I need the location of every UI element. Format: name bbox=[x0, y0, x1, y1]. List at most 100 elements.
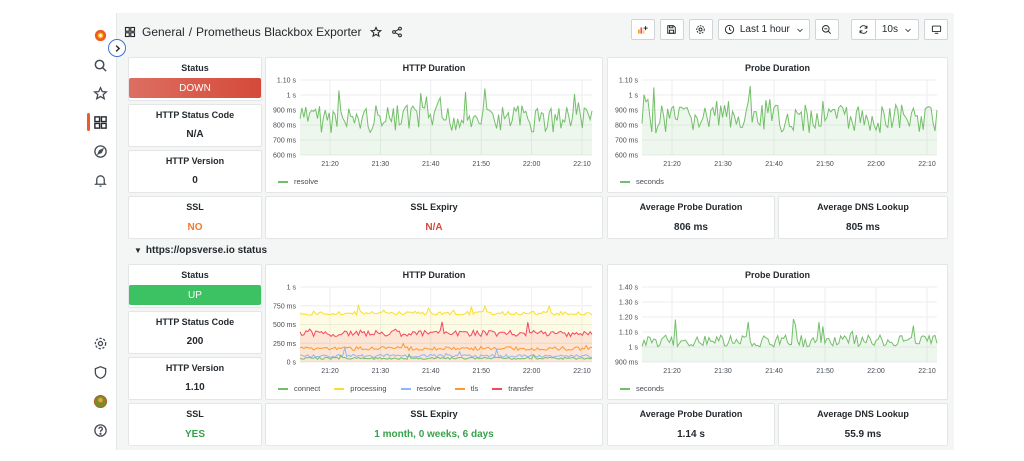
legend-swatch bbox=[334, 387, 345, 390]
dashboard-title[interactable]: Prometheus Blackbox Exporter bbox=[196, 25, 362, 39]
ssl-expiry-panel[interactable]: SSL Expiry 1 month, 0 weeks, 6 days bbox=[265, 403, 603, 446]
ssl-panel[interactable]: SSL YES bbox=[128, 403, 262, 446]
breadcrumb-separator: / bbox=[188, 25, 193, 39]
avg-probe-duration-panel[interactable]: Average Probe Duration 1.14 s bbox=[607, 403, 775, 446]
panel-title: Average Probe Duration bbox=[639, 409, 743, 419]
y-tick-label: 700 ms bbox=[615, 138, 638, 145]
legend-item-processing[interactable]: processing bbox=[334, 384, 387, 393]
panel-title: SSL Expiry bbox=[410, 409, 458, 419]
dashboard-settings-button[interactable] bbox=[688, 19, 713, 40]
series-line-processing bbox=[299, 304, 593, 317]
shield-icon[interactable] bbox=[90, 362, 111, 383]
mark-favorite-star-icon[interactable] bbox=[370, 26, 383, 38]
dashboard-header: General / Prometheus Blackbox Exporter L… bbox=[124, 19, 948, 45]
x-tick-label: 21:40 bbox=[422, 161, 440, 168]
dashboard-grid-icon bbox=[124, 26, 136, 38]
http-duration-chart: 1.10 s 1 s 900 ms 800 ms 700 ms 600 ms 21:20 21… bbox=[273, 78, 593, 168]
refresh-now[interactable] bbox=[852, 20, 876, 39]
refresh-button[interactable]: 10s bbox=[850, 19, 919, 40]
avg-probe-duration-panel[interactable]: Average Probe Duration 806 ms bbox=[607, 196, 775, 239]
legend-item-seconds[interactable]: seconds bbox=[620, 384, 664, 393]
stat-value: 806 ms bbox=[674, 222, 708, 233]
x-tick-label: 21:50 bbox=[816, 368, 834, 375]
legend-label: transfer bbox=[508, 384, 534, 393]
http-version-panel[interactable]: HTTP Version 0 bbox=[128, 150, 262, 193]
http-duration-chart: 1 s 750 ms 500 ms 250 ms 0 s 21:20 21:30 21:40 2… bbox=[273, 285, 593, 375]
row-collapse-toggle[interactable]: ▼ https://opsverse.io status bbox=[134, 245, 267, 256]
legend-label: connect bbox=[294, 384, 321, 393]
panel-title: Average DNS Lookup bbox=[817, 202, 909, 212]
legend-item-resolve[interactable]: resolve bbox=[278, 177, 318, 186]
y-tick-label: 750 ms bbox=[273, 303, 296, 310]
stat-value: 805 ms bbox=[846, 222, 880, 233]
probe-duration-chart: 1.40 s 1.30 s 1.20 s 1.10 s 1 s 900 ms 21:20 21… bbox=[615, 285, 938, 375]
y-tick-label: 1.10 s bbox=[619, 330, 639, 337]
legend-item-connect[interactable]: connect bbox=[278, 384, 320, 393]
stat-value: 200 bbox=[186, 336, 204, 347]
ssl-panel[interactable]: SSL NO bbox=[128, 196, 262, 239]
sidebar bbox=[84, 13, 117, 450]
legend-item-transfer[interactable]: transfer bbox=[492, 384, 534, 393]
y-tick-label: 0 s bbox=[287, 360, 297, 367]
avg-dns-lookup-panel[interactable]: Average DNS Lookup 55.9 ms bbox=[778, 403, 948, 446]
x-tick-label: 22:00 bbox=[523, 161, 541, 168]
breadcrumb-folder[interactable]: General bbox=[142, 25, 185, 39]
status-panel[interactable]: Status UP bbox=[128, 264, 262, 308]
tv-mode-button[interactable] bbox=[924, 19, 948, 40]
star-icon[interactable] bbox=[90, 83, 111, 104]
probe-duration-panel[interactable]: Probe Duration 1.10 s 1 s 900 ms 800 ms 700 … bbox=[607, 57, 948, 193]
help-icon[interactable] bbox=[90, 420, 111, 441]
series-line-transfer bbox=[299, 321, 593, 338]
http-version-panel[interactable]: HTTP Version 1.10 bbox=[128, 357, 262, 400]
status-panel[interactable]: Status DOWN bbox=[128, 57, 262, 101]
series-area bbox=[300, 321, 592, 362]
chart-legend: connect processing resolve tls transfer bbox=[278, 384, 534, 393]
stat-value: N/A bbox=[425, 222, 443, 233]
search-icon[interactable] bbox=[90, 55, 111, 76]
user-avatar-icon[interactable] bbox=[90, 391, 111, 412]
x-tick-label: 21:40 bbox=[765, 368, 783, 375]
series-line-resolve bbox=[299, 347, 593, 359]
http-status-code-panel[interactable]: HTTP Status Code 200 bbox=[128, 311, 262, 354]
legend-swatch bbox=[620, 387, 630, 390]
save-dashboard-button[interactable] bbox=[659, 19, 684, 40]
probe-duration-chart: 1.10 s 1 s 900 ms 800 ms 700 ms 600 ms 21:20 21… bbox=[615, 78, 938, 168]
ssl-expiry-panel[interactable]: SSL Expiry N/A bbox=[265, 196, 603, 239]
y-tick-label: 250 ms bbox=[273, 341, 296, 348]
legend-label: processing bbox=[350, 384, 387, 393]
time-range-picker[interactable]: Last 1 hour bbox=[717, 19, 810, 40]
panel-title: HTTP Status Code bbox=[155, 110, 235, 120]
legend-item-resolve[interactable]: resolve bbox=[400, 384, 441, 393]
legend-item-tls[interactable]: tls bbox=[454, 384, 479, 393]
explore-compass-icon[interactable] bbox=[90, 141, 111, 162]
panel-title: HTTP Duration bbox=[402, 63, 466, 73]
add-panel-button[interactable] bbox=[630, 19, 655, 40]
refresh-interval-picker[interactable]: 10s bbox=[876, 24, 918, 35]
zoom-out-button[interactable] bbox=[814, 19, 839, 40]
monitor-icon bbox=[931, 25, 941, 34]
legend-label: tls bbox=[470, 384, 479, 393]
y-tick-label: 900 ms bbox=[615, 360, 638, 367]
chart-legend: resolve bbox=[278, 177, 318, 186]
panel-title: Status bbox=[181, 63, 209, 73]
http-duration-panel[interactable]: HTTP Duration 1 s 750 ms 500 ms 250 ms 0 s 21… bbox=[265, 264, 603, 400]
expand-sidebar-button[interactable] bbox=[108, 39, 126, 57]
gear-icon bbox=[696, 25, 706, 34]
share-icon[interactable] bbox=[391, 26, 403, 38]
dashboard-frame: General / Prometheus Blackbox Exporter L… bbox=[84, 13, 954, 450]
chevron-down-icon: ▼ bbox=[134, 246, 142, 255]
y-tick-label: 1.10 s bbox=[619, 78, 639, 85]
x-tick-label: 21:40 bbox=[422, 368, 440, 375]
y-tick-label: 1 s bbox=[629, 345, 639, 352]
series-area bbox=[300, 88, 592, 155]
alerting-bell-icon[interactable] bbox=[90, 170, 111, 191]
x-tick-label: 21:20 bbox=[321, 161, 339, 168]
http-status-code-panel[interactable]: HTTP Status Code N/A bbox=[128, 104, 262, 147]
dashboards-icon[interactable] bbox=[90, 112, 111, 133]
http-duration-panel[interactable]: HTTP Duration 1.10 s 1 s 900 ms 800 ms 700 m… bbox=[265, 57, 603, 193]
settings-gear-icon[interactable] bbox=[90, 333, 111, 354]
avg-dns-lookup-panel[interactable]: Average DNS Lookup 805 ms bbox=[778, 196, 948, 239]
legend-item-seconds[interactable]: seconds bbox=[620, 177, 664, 186]
grafana-logo-icon[interactable] bbox=[90, 25, 111, 46]
